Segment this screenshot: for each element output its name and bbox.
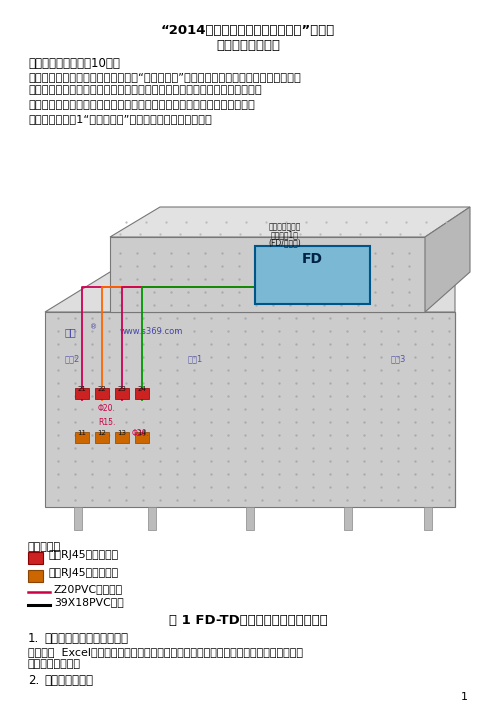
Bar xyxy=(344,507,352,530)
Text: 1.: 1. xyxy=(28,632,39,645)
Bar xyxy=(246,507,254,530)
Text: Ζ20PVC徯弯管。: Ζ20PVC徯弯管。 xyxy=(54,584,123,594)
Text: “2014年甘肃省职业院校技能大赛”中职组: “2014年甘肃省职业院校技能大赛”中职组 xyxy=(161,24,335,37)
Bar xyxy=(135,388,149,399)
Text: 21: 21 xyxy=(77,386,86,392)
Text: 参赛选手根据图1“建筑物模型”完成该部分工程设计内容。: 参赛选手根据图1“建筑物模型”完成该部分工程设计内容。 xyxy=(28,114,212,124)
Text: Φ20.: Φ20. xyxy=(132,429,150,438)
Polygon shape xyxy=(45,312,455,507)
Text: 1: 1 xyxy=(461,692,468,702)
Text: 13: 13 xyxy=(118,430,126,436)
Text: (FD/配线架): (FD/配线架) xyxy=(269,238,302,247)
Text: 14: 14 xyxy=(137,430,146,436)
Polygon shape xyxy=(425,207,470,312)
Text: 签字和日期完整。: 签字和日期完整。 xyxy=(28,659,81,669)
Text: 一、工程设计部分（10分）: 一、工程设计部分（10分） xyxy=(28,57,120,70)
Text: 完成网络信息点点数统计表: 完成网络信息点点数统计表 xyxy=(44,632,128,645)
Text: 23: 23 xyxy=(118,386,126,392)
Text: R15.: R15. xyxy=(98,418,116,427)
Text: 综合布线赛项试题: 综合布线赛项试题 xyxy=(216,39,280,52)
Text: 参赛队按照下面文档要求完成工程设计，并且进行安装施工和编写竣工资料。: 参赛队按照下面文档要求完成工程设计，并且进行安装施工和编写竣工资料。 xyxy=(28,85,262,95)
Bar xyxy=(135,432,149,443)
Text: 22: 22 xyxy=(98,386,106,392)
Text: 完成材料统计表: 完成材料统计表 xyxy=(44,674,93,687)
Text: 建筑物楼层网络: 建筑物楼层网络 xyxy=(269,222,301,231)
Bar xyxy=(28,570,43,582)
Text: 通道3: 通道3 xyxy=(390,354,406,363)
Bar xyxy=(255,246,370,304)
Bar xyxy=(115,388,129,399)
Text: 图 1 FD-TD网络综合布线系统示意图: 图 1 FD-TD网络综合布线系统示意图 xyxy=(169,614,327,627)
Text: FD: FD xyxy=(302,252,322,266)
Bar xyxy=(74,507,82,530)
Bar xyxy=(115,432,129,443)
Text: 2.: 2. xyxy=(28,674,39,687)
Text: 通道1: 通道1 xyxy=(187,354,203,363)
Text: 裁判依据各参赛队提交的书面打印文档评分，没有书面文档的项目不得分。: 裁判依据各参赛队提交的书面打印文档评分，没有书面文档的项目不得分。 xyxy=(28,100,255,110)
Text: 配线机柜1台: 配线机柜1台 xyxy=(271,230,299,239)
Bar xyxy=(148,507,156,530)
Text: 12: 12 xyxy=(98,430,107,436)
Bar xyxy=(75,388,89,399)
Bar xyxy=(424,507,432,530)
Bar xyxy=(28,552,43,564)
Bar xyxy=(95,388,109,399)
Polygon shape xyxy=(110,207,470,237)
Bar xyxy=(95,432,109,443)
Text: 本次网络综合布线技术竞赛给定一个“建筑物模型”作为网络综合布线系统工程实例，请各: 本次网络综合布线技术竞赛给定一个“建筑物模型”作为网络综合布线系统工程实例，请各 xyxy=(28,72,301,82)
Text: 西元: 西元 xyxy=(65,327,77,337)
Text: 通道2: 通道2 xyxy=(64,354,80,363)
Text: 单口RJ45网络插座。: 单口RJ45网络插座。 xyxy=(48,568,118,578)
Text: 39X18PVC线槽: 39X18PVC线槽 xyxy=(54,597,124,607)
Polygon shape xyxy=(45,272,455,312)
Text: 24: 24 xyxy=(137,386,146,392)
Polygon shape xyxy=(110,237,425,312)
Text: 双口RJ45网络插座。: 双口RJ45网络插座。 xyxy=(48,550,118,560)
Bar xyxy=(75,432,89,443)
Text: Φ20.: Φ20. xyxy=(98,404,116,413)
Text: www.s369.com: www.s369.com xyxy=(120,327,184,336)
Text: 图例说明：: 图例说明： xyxy=(28,542,61,552)
Text: ®: ® xyxy=(90,324,97,330)
Text: 要求使用  Excel软件编制，信息点设置合理，表格设计合理、数量正确、项目名称准确、: 要求使用 Excel软件编制，信息点设置合理，表格设计合理、数量正确、项目名称准… xyxy=(28,647,303,657)
Text: 11: 11 xyxy=(77,430,86,436)
